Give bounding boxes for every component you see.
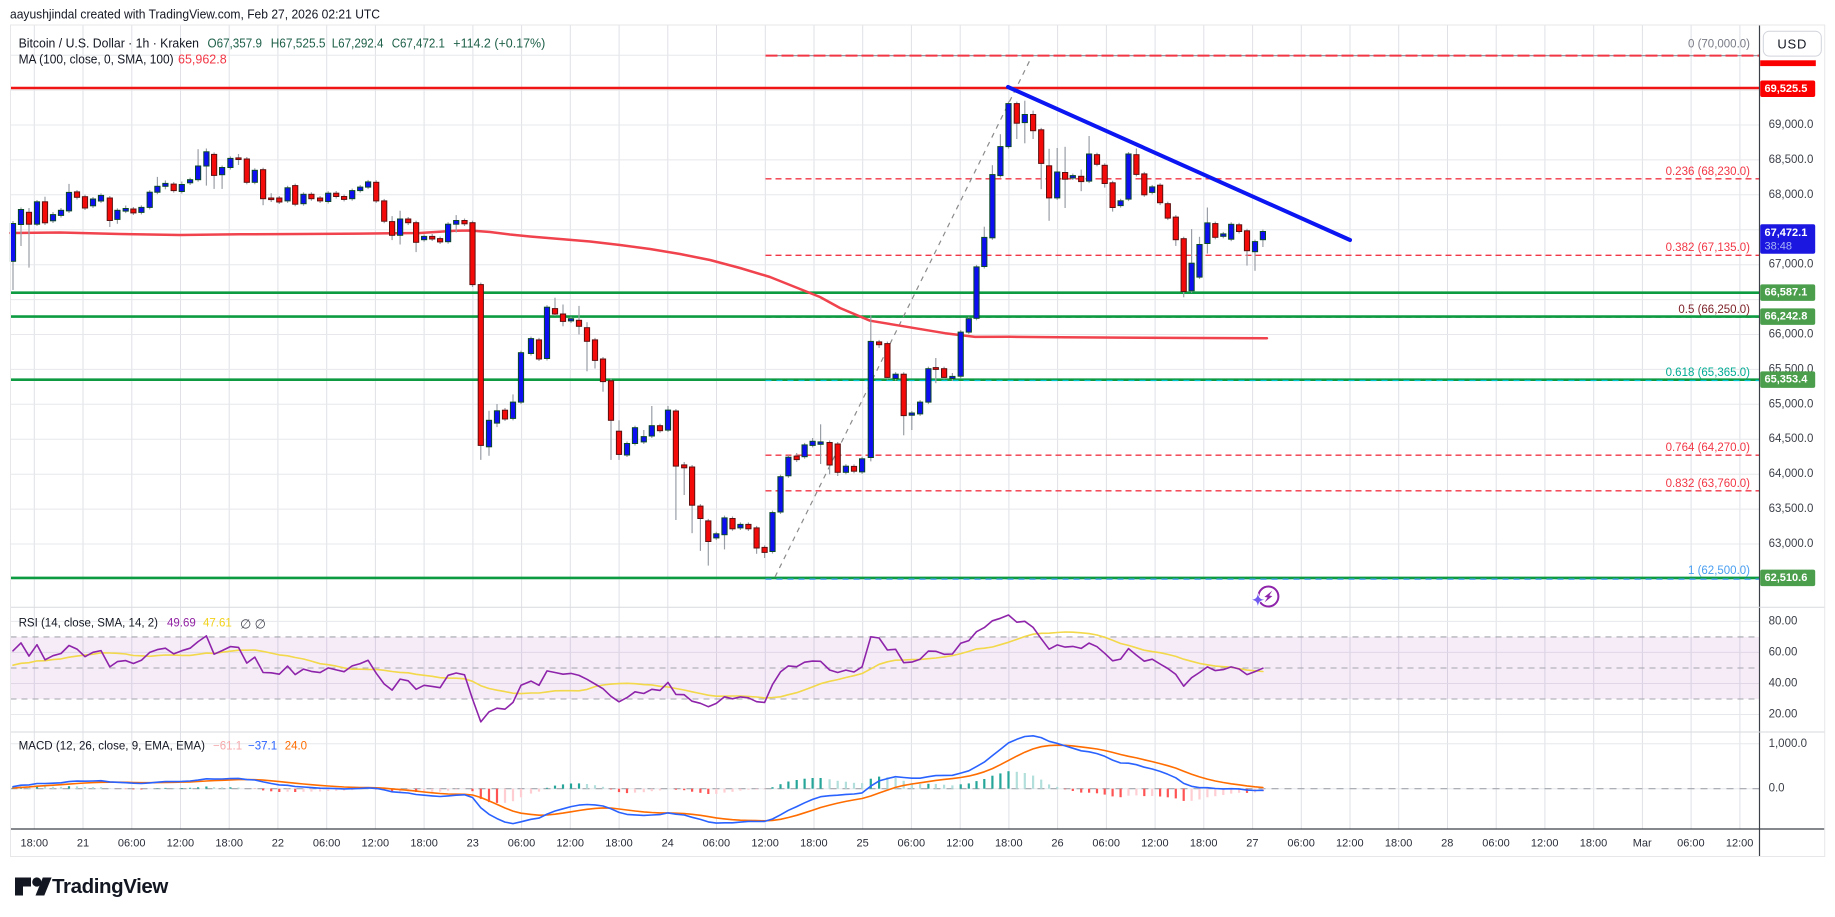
svg-text:USD: USD [1777,37,1807,52]
svg-text:1 (62,500.0): 1 (62,500.0) [1688,565,1750,577]
svg-text:18:00: 18:00 [605,838,633,850]
svg-text:69,000.0: 69,000.0 [1769,119,1814,131]
svg-text:Bitcoin / U.S. Dollar · 1h · K: Bitcoin / U.S. Dollar · 1h · Kraken O67,3… [19,35,546,50]
svg-text:67,472.1: 67,472.1 [1765,227,1808,239]
svg-text:66,242.8: 66,242.8 [1765,311,1808,323]
svg-text:18:00: 18:00 [1580,838,1608,850]
svg-text:60.00: 60.00 [1769,646,1798,658]
svg-text:65,353.4: 65,353.4 [1765,374,1809,386]
svg-text:06:00: 06:00 [703,838,731,850]
svg-text:24: 24 [662,838,674,850]
svg-text:18:00: 18:00 [21,838,49,850]
svg-text:28: 28 [1441,838,1453,850]
svg-text:06:00: 06:00 [1677,838,1705,850]
svg-text:12:00: 12:00 [1531,838,1559,850]
svg-text:0.5 (66,250.0): 0.5 (66,250.0) [1678,304,1750,316]
svg-text:63,000.0: 63,000.0 [1769,538,1814,550]
svg-text:63,500.0: 63,500.0 [1769,503,1814,515]
svg-text:38:48: 38:48 [1765,241,1793,253]
svg-text:06:00: 06:00 [118,838,146,850]
svg-text:06:00: 06:00 [898,838,926,850]
svg-text:80.00: 80.00 [1769,615,1798,627]
svg-text:67,000.0: 67,000.0 [1769,259,1814,271]
svg-text:18:00: 18:00 [995,838,1023,850]
svg-text:06:00: 06:00 [1092,838,1120,850]
svg-text:66,587.1: 66,587.1 [1765,287,1808,299]
svg-text:40.00: 40.00 [1769,678,1798,690]
svg-text:06:00: 06:00 [1287,838,1315,850]
svg-text:1,000.0: 1,000.0 [1769,738,1807,750]
svg-text:66,000.0: 66,000.0 [1769,329,1814,341]
svg-text:18:00: 18:00 [215,838,243,850]
svg-text:12:00: 12:00 [1141,838,1169,850]
svg-text:0.0: 0.0 [1769,783,1785,795]
svg-text:12:00: 12:00 [556,838,584,850]
svg-text:MACD (12, 26, close, 9, EMA, E: MACD (12, 26, close, 9, EMA, EMA) −61.1 −3… [19,741,307,753]
svg-text:65,000.0: 65,000.0 [1769,398,1814,410]
svg-text:20.00: 20.00 [1769,709,1798,721]
svg-text:27: 27 [1246,838,1258,850]
svg-text:0.382 (67,135.0): 0.382 (67,135.0) [1666,242,1751,254]
svg-text:68,500.0: 68,500.0 [1769,154,1814,166]
svg-text:TradingView: TradingView [52,875,168,898]
svg-text:RSI (14, close, SMA, 14, 2)49.: RSI (14, close, SMA, 14, 2) 49.69 47.61 ∅ ∅ [19,616,266,631]
svg-text:12:00: 12:00 [946,838,974,850]
svg-text:69,525.5: 69,525.5 [1765,83,1808,95]
svg-text:aayushjindal created with Trad: aayushjindal created with TradingView.co… [10,7,380,22]
svg-text:18:00: 18:00 [1385,838,1413,850]
svg-text:12:00: 12:00 [362,838,390,850]
svg-text:18:00: 18:00 [1190,838,1218,850]
svg-text:22: 22 [272,838,284,850]
svg-text:21: 21 [77,838,89,850]
svg-text:25: 25 [856,838,868,850]
svg-text:18:00: 18:00 [410,838,438,850]
svg-text:06:00: 06:00 [1482,838,1510,850]
svg-text:18:00: 18:00 [800,838,828,850]
svg-text:0.236 (68,230.0): 0.236 (68,230.0) [1666,166,1751,178]
svg-text:23: 23 [467,838,479,850]
svg-text:MA (100, close, 0, SMA, 100)65: MA (100, close, 0, SMA, 100) 65,962.8 [19,53,227,67]
svg-text:Mar: Mar [1633,838,1652,850]
svg-text:06:00: 06:00 [313,838,341,850]
svg-text:06:00: 06:00 [508,838,536,850]
svg-text:26: 26 [1051,838,1063,850]
svg-text:12:00: 12:00 [1726,838,1754,850]
svg-text:0.764 (64,270.0): 0.764 (64,270.0) [1666,442,1751,454]
svg-text:0.618 (65,365.0): 0.618 (65,365.0) [1666,367,1751,379]
svg-text:12:00: 12:00 [167,838,195,850]
svg-text:12:00: 12:00 [1336,838,1364,850]
svg-text:62,510.6: 62,510.6 [1765,572,1808,584]
svg-text:64,500.0: 64,500.0 [1769,433,1814,445]
svg-text:12:00: 12:00 [751,838,779,850]
svg-text:64,000.0: 64,000.0 [1769,468,1814,480]
svg-text:0 (70,000.0): 0 (70,000.0) [1688,39,1750,51]
svg-text:0.832 (63,760.0): 0.832 (63,760.0) [1666,478,1751,490]
svg-text:68,000.0: 68,000.0 [1769,189,1814,201]
